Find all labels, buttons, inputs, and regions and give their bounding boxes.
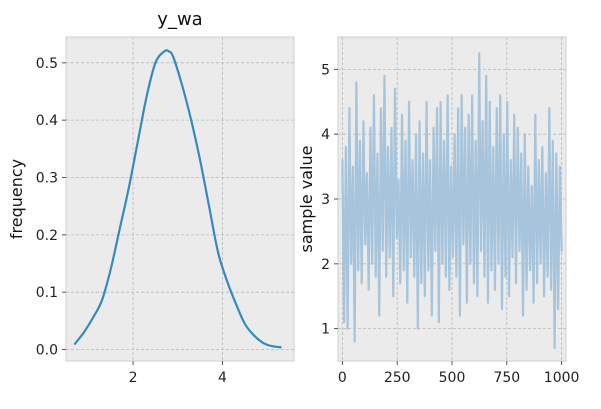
density-frame <box>65 36 295 362</box>
density-marks <box>73 49 282 349</box>
density-x-tick-label: 4 <box>218 370 227 386</box>
trace-panel: 0 250 500 750 1000 1 2 3 4 5 sample value <box>297 36 579 386</box>
trace-y-tick-label: 5 <box>321 62 330 78</box>
density-x-tick-label: 2 <box>129 370 138 386</box>
trace-y-axis-label: sample value <box>297 146 316 253</box>
trace-y-tick-label: 4 <box>321 127 330 143</box>
density-y-tick-label: 0.5 <box>36 56 58 72</box>
trace-ticks: 0 250 500 750 1000 1 2 3 4 5 <box>321 62 579 386</box>
trace-marks <box>341 52 563 350</box>
trace-x-tick-label: 500 <box>439 370 466 386</box>
density-y-axis-label: frequency <box>7 159 26 239</box>
trace-x-tick-label: 250 <box>384 370 411 386</box>
trace-series-line <box>341 52 563 350</box>
density-series-line <box>73 49 282 349</box>
trace-x-tick-label: 0 <box>338 370 347 386</box>
trace-x-tick-label: 750 <box>493 370 520 386</box>
trace-y-tick-label: 3 <box>321 192 330 208</box>
density-y-tick-label: 0.3 <box>36 170 58 186</box>
trace-y-tick-label: 2 <box>321 257 330 273</box>
density-y-tick-label: 0.0 <box>36 343 58 359</box>
density-plot-area <box>66 37 294 361</box>
density-title: y_wa <box>157 9 202 30</box>
density-y-tick-label: 0.1 <box>36 285 58 301</box>
trace-y-tick-label: 1 <box>321 322 330 338</box>
density-y-tick-label: 0.4 <box>36 113 58 129</box>
density-ticks: 2 4 0.0 0.1 0.2 0.3 0.4 0.5 <box>36 56 227 386</box>
trace-x-tick-label: 1000 <box>544 370 580 386</box>
density-panel: 2 4 0.0 0.1 0.2 0.3 0.4 0.5 y_wa frequency <box>7 9 295 386</box>
density-y-tick-label: 0.2 <box>36 228 58 244</box>
